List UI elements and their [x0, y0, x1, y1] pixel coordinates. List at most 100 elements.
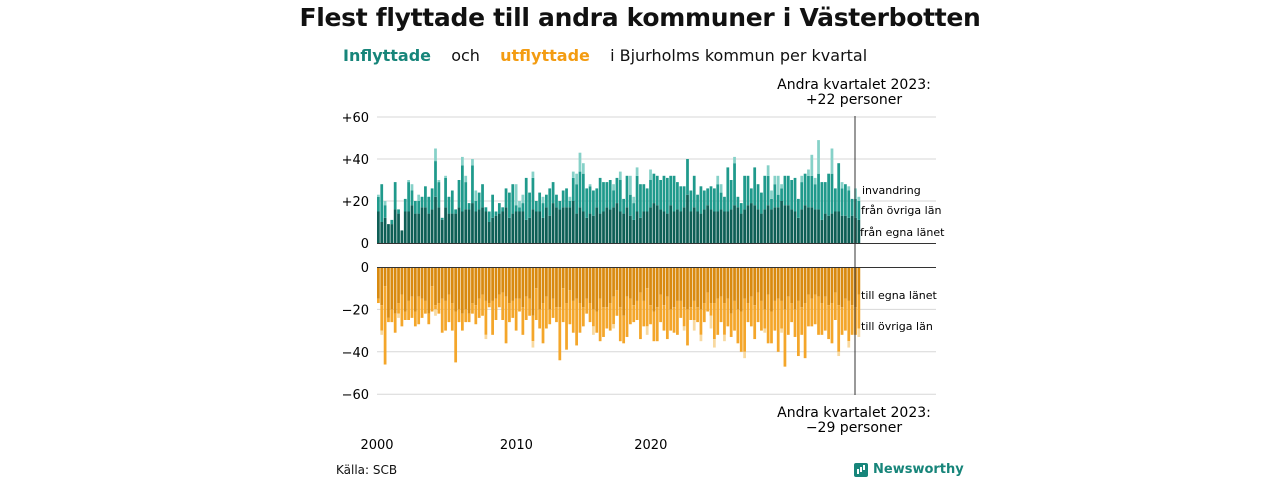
bar-outflow-other [497, 294, 501, 308]
bar-inflow-own [706, 205, 710, 243]
bar-outflow-own [686, 267, 689, 310]
bar-outflow-own [706, 267, 710, 293]
bar-outflow-other [511, 300, 515, 318]
bar-outflow-own [699, 267, 703, 310]
bar-inflow-own [407, 211, 410, 243]
bar-inflow-own [410, 205, 414, 243]
inflow-bars [377, 140, 861, 243]
bar-inflow-other [629, 194, 632, 216]
bar-outflow-own [568, 267, 572, 291]
bar-inflow-other [508, 192, 511, 218]
bar-inflow-other [424, 186, 427, 208]
bar-outflow-own [850, 267, 854, 306]
bar-outflow-other [575, 298, 578, 346]
bar-outflow-other [380, 305, 384, 331]
bar-inflow-other [454, 209, 458, 214]
bar-outflow-own [823, 267, 827, 297]
bar-outflow-own [790, 267, 794, 304]
bar-outflow-other [743, 298, 746, 352]
bar-inflow-other [528, 192, 531, 218]
bar-inflow-other [602, 182, 605, 212]
bar-outflow-other [753, 305, 757, 340]
bar-outflow-other [427, 313, 431, 325]
bar-inflow-other [840, 188, 844, 216]
bar-inflow-own [753, 205, 757, 243]
bar-outflow-other [424, 300, 427, 314]
bar-inflow-other [581, 173, 585, 212]
bar-inflow-own [555, 207, 558, 243]
bar-inflow-own [632, 219, 636, 243]
y-tick-label-top: +20 [342, 195, 369, 210]
bar-inflow-own [383, 217, 387, 243]
bar-inflow-immig [635, 167, 639, 176]
bar-outflow-other [494, 298, 498, 320]
bar-inflow-other [524, 177, 528, 220]
bar-outflow-other [565, 303, 568, 350]
bar-inflow-immig [847, 186, 851, 191]
bar-outflow-other [713, 303, 716, 340]
bar-inflow-other [393, 182, 397, 210]
bar-outflow-own [380, 267, 384, 306]
bar-inflow-other [823, 182, 827, 214]
bar-outflow-other [420, 298, 424, 318]
bar-outflow-own [615, 267, 619, 291]
bar-inflow-other [605, 182, 609, 208]
bar-outflow-own [733, 267, 736, 301]
bar-inflow-other [820, 182, 824, 220]
bar-outflow-other [481, 294, 484, 316]
bar-inflow-other [467, 203, 471, 210]
bar-outflow-own [719, 267, 723, 297]
bar-outflow-other [797, 300, 800, 357]
bar-outflow-other [440, 298, 444, 333]
bar-inflow-immig [807, 169, 810, 176]
bar-outflow-other [823, 296, 827, 331]
bar-inflow-other [595, 188, 599, 208]
bar-inflow-other [598, 177, 602, 214]
bar-inflow-other [766, 175, 770, 206]
bar-inflow-own [729, 209, 733, 243]
labels: Andra kvartalet 2023: +22 personer Andra… [342, 77, 946, 453]
bar-outflow-emig [857, 328, 861, 337]
bar-outflow-other [739, 311, 743, 352]
bar-inflow-other [474, 201, 478, 212]
bar-inflow-immig [581, 163, 585, 174]
bar-outflow-own [548, 267, 552, 310]
bar-outflow-other [639, 292, 642, 340]
bar-outflow-own [420, 267, 424, 299]
bar-outflow-own [531, 267, 535, 316]
series-label: invandring [862, 184, 921, 197]
bar-inflow-other [511, 184, 515, 214]
bar-inflow-other [763, 175, 767, 210]
bar-inflow-other [380, 184, 384, 222]
bar-inflow-immig [377, 194, 380, 197]
bar-inflow-own [578, 207, 582, 243]
bar-inflow-own [400, 230, 404, 243]
y-tick-label-bottom: −60 [342, 388, 369, 403]
bar-inflow-own [642, 211, 646, 243]
bar-outflow-own [800, 267, 804, 308]
bar-outflow-own [665, 267, 669, 297]
bar-inflow-own [450, 213, 454, 243]
bar-outflow-other [706, 292, 710, 312]
bar-outflow-other [776, 298, 780, 352]
bar-outflow-other [803, 303, 807, 359]
bar-outflow-own [713, 267, 716, 304]
bar-inflow-other [679, 186, 683, 212]
bar-outflow-other [548, 309, 552, 325]
bar-inflow-other [783, 175, 787, 206]
bar-inflow-own [773, 207, 777, 243]
bar-inflow-other [538, 192, 542, 212]
bar-inflow-own [514, 211, 518, 243]
bar-inflow-other [662, 175, 666, 212]
bar-inflow-other [746, 175, 750, 206]
bar-outflow-other [645, 288, 649, 327]
bar-outflow-own [447, 267, 451, 295]
bar-inflow-own [629, 215, 632, 243]
bar-inflow-other [403, 198, 407, 212]
bar-inflow-own [494, 215, 498, 243]
bar-inflow-own [608, 209, 612, 243]
bar-inflow-own [595, 207, 599, 243]
bar-inflow-immig [632, 196, 636, 204]
subtitle-and: och [451, 46, 480, 65]
bar-inflow-other [642, 184, 646, 212]
